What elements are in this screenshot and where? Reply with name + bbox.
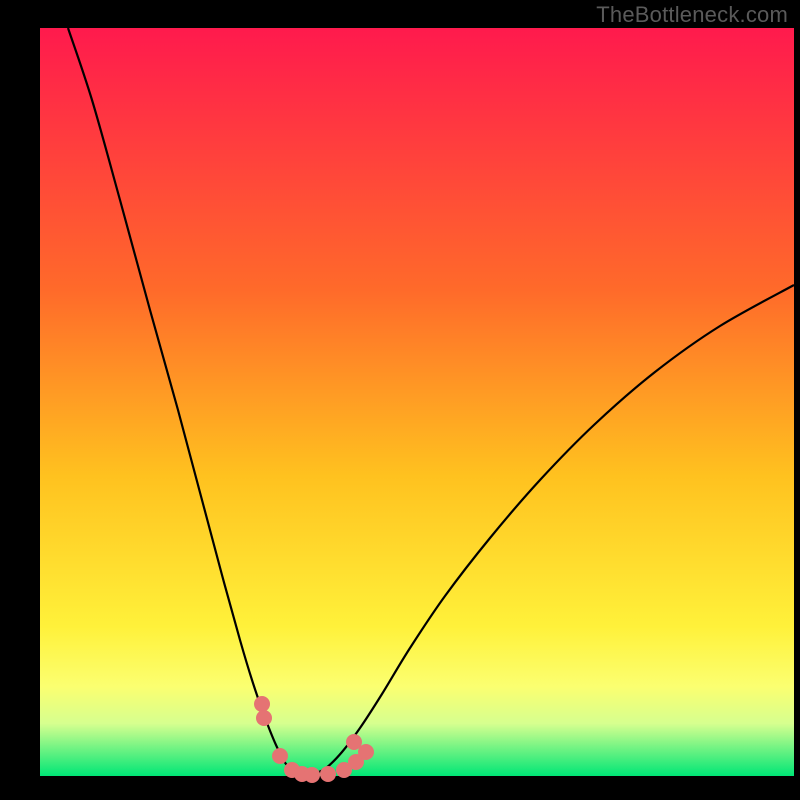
left-curve (68, 28, 305, 775)
right-curve (312, 285, 794, 775)
data-marker (346, 734, 362, 750)
data-marker (304, 767, 320, 783)
data-marker (272, 748, 288, 764)
data-marker (320, 766, 336, 782)
data-marker (256, 710, 272, 726)
data-marker (254, 696, 270, 712)
chart-svg (0, 0, 800, 800)
data-markers (254, 696, 374, 783)
